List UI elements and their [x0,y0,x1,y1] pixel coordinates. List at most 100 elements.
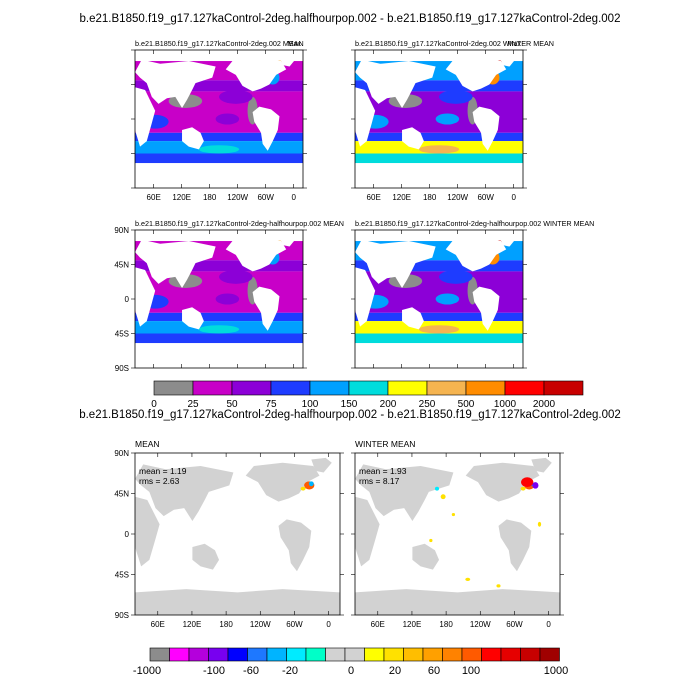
colorbar-swatch [520,647,541,662]
field-patch [532,482,539,489]
field-patch [418,325,460,334]
field-patch [215,293,240,305]
field-patch [435,113,460,125]
field-patch [429,538,433,543]
field-patch [520,486,526,491]
colorbar-swatch [426,380,467,396]
field-patch [300,486,306,491]
land-mask [182,127,204,150]
x-tick-label: 60W [286,620,303,629]
field-band [135,230,303,242]
colorbar-label: 20 [389,665,401,677]
field-band [135,132,303,142]
x-tick-label: 120E [392,193,411,202]
field-patch [537,521,542,527]
field-band [135,50,303,62]
stat-rms: rms = 8.17 [359,476,400,486]
land-mask [412,543,440,570]
x-tick-label: 60W [257,193,274,202]
colorbar-label: 200 [380,399,397,410]
y-tick-label: 90N [114,226,129,235]
x-tick-label: 120W [470,620,491,629]
colorbar-swatch [169,647,190,662]
field-band [135,80,303,92]
map-field [355,453,560,615]
panel-p6: 60E 120E 180 120W 60W 0 WINTER MEAN mean = 1.93… [351,439,564,629]
y-tick-label: 45S [115,571,129,580]
field-band [355,80,523,92]
panel-max-label: Max [507,39,521,48]
land-mask [355,239,436,288]
land-mask [472,106,500,151]
x-tick-label: 60W [477,193,494,202]
colorbar-swatch [325,647,346,662]
field-patch [496,584,501,588]
colorbar-swatch [149,647,170,662]
colorbar-label: 1000 [544,665,568,677]
panel-p5: 60E 120E 180 120W 60W 0 90N 45N 0 45S 90S MEAN mean … [114,439,344,629]
land-mask [135,464,234,522]
colorbar-swatch [481,647,502,662]
colorbar-swatch [348,380,389,396]
field-band [355,312,523,322]
land-mask [355,496,380,567]
field-band [135,153,303,164]
x-tick-label: 180 [203,193,217,202]
land-mask [355,87,376,147]
x-tick-label: 60E [367,193,381,202]
panel-p3: 90N 45N 0 45S 90S b.e21.B1850.f19_g17.127kaCo… [114,219,344,373]
land-mask [531,457,552,473]
stat-rms: rms = 2.63 [139,476,180,486]
field-band [135,260,303,272]
panel-max-label: Max [287,39,301,48]
colorbar-label: 100 [462,665,480,677]
map-field [135,453,340,615]
colorbar-swatch [364,647,385,662]
colorbar-swatch [383,647,404,662]
field-band [355,50,523,62]
colorbar-swatch [539,647,560,662]
land-mask [182,307,204,330]
land-mask [279,234,297,247]
colorbar-swatch [500,647,521,662]
field-band [355,153,523,164]
colorbar-label: 60 [428,665,440,677]
colorbar-swatch [465,380,506,396]
y-tick-label: 90S [115,611,129,620]
land-mask [135,59,216,108]
land-mask [355,165,523,188]
panel-p2: 60E 120E 180 120W 60W 0 b.e21.B1850.f19_g17.12… [351,39,554,202]
colorbar-swatch [208,647,229,662]
field-patch [215,113,240,125]
field-patch [198,145,240,154]
map-field [135,50,303,188]
panel-p4: b.e21.B1850.f19_g17.127kaControl-2deg-ha… [351,219,594,369]
x-tick-label: 180 [423,193,437,202]
land-mask [135,239,216,288]
field-patch [198,325,240,334]
land-mask [135,589,340,615]
y-tick-label: 45N [114,490,129,499]
land-mask [225,238,287,272]
land-mask [311,457,332,473]
y-tick-label: 0 [125,530,130,539]
colorbar-label: 250 [419,399,436,410]
x-tick-label: 0 [326,620,331,629]
land-mask [355,464,454,522]
field-patch [451,512,456,517]
colorbar-swatch [344,647,365,662]
colorbar-label: -20 [282,665,298,677]
panel-title: b.e21.B1850.f19_g17.127kaControl-2deg.00… [355,39,554,48]
land-mask [192,543,220,570]
x-tick-label: 0 [511,193,516,202]
map-field [135,230,303,368]
stat-mean: mean = 1.93 [359,466,407,476]
x-tick-label: 120W [447,193,468,202]
map-field [355,230,523,368]
land-mask [279,54,297,67]
y-tick-label: 90S [115,364,129,373]
colorbar-label: -60 [243,665,259,677]
colorbar-label: 50 [226,399,238,410]
colorbar-label: 100 [302,399,319,410]
stat-mean: mean = 1.19 [139,466,187,476]
